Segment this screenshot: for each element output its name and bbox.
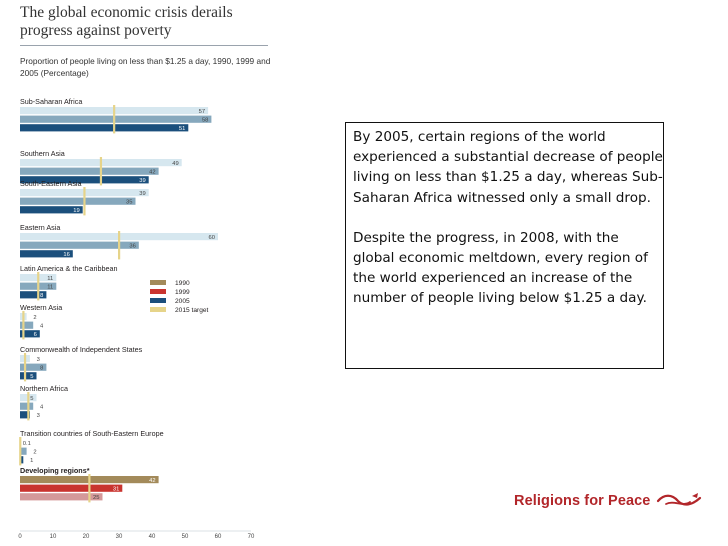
legend-swatch bbox=[150, 289, 166, 294]
bar-2005 bbox=[20, 456, 24, 464]
target-marker bbox=[37, 272, 40, 301]
x-tick-label: 30 bbox=[116, 534, 123, 540]
bar-2005 bbox=[20, 493, 103, 501]
data-label: 57 bbox=[199, 109, 205, 115]
data-label: 39 bbox=[139, 191, 145, 197]
data-label: 2 bbox=[33, 450, 36, 456]
bar-2005 bbox=[20, 372, 37, 380]
region-label: Developing regions* bbox=[20, 466, 90, 475]
data-label: 19 bbox=[73, 208, 79, 214]
data-label: 3 bbox=[37, 357, 40, 363]
target-marker bbox=[27, 392, 30, 421]
legend-swatch bbox=[150, 298, 166, 303]
data-label: 5 bbox=[30, 396, 33, 402]
data-label: 31 bbox=[113, 487, 119, 493]
x-tick-label: 60 bbox=[215, 534, 222, 540]
summary-paragraph-1: By 2005, certain regions of the world ex… bbox=[353, 129, 663, 206]
brand-logo: Religions for Peace bbox=[514, 491, 702, 511]
data-label: 0.1 bbox=[23, 441, 31, 447]
x-tick-label: 40 bbox=[149, 534, 156, 540]
bar-1999 bbox=[20, 197, 136, 205]
data-label: 42 bbox=[149, 478, 155, 484]
bar-2005 bbox=[20, 330, 40, 338]
bar-1999 bbox=[20, 447, 27, 455]
legend-label: 1990 bbox=[175, 280, 190, 287]
chart-title: Proportion of people living on less than… bbox=[20, 56, 271, 78]
data-label: 4 bbox=[40, 324, 44, 330]
data-label: 25 bbox=[93, 495, 99, 501]
legend-label: 1999 bbox=[175, 289, 190, 296]
region-label: Transition countries of South-Eastern Eu… bbox=[20, 429, 164, 438]
page-title: The global economic crisis derails progr… bbox=[20, 4, 233, 39]
data-label: 4 bbox=[40, 405, 44, 411]
data-label: 11 bbox=[47, 285, 53, 291]
bar-2005 bbox=[20, 124, 189, 132]
bar-1999 bbox=[20, 321, 34, 329]
data-label: 36 bbox=[129, 244, 135, 250]
summary-textbox: By 2005, certain regions of the world ex… bbox=[345, 122, 664, 369]
data-label: 3 bbox=[37, 413, 40, 419]
legend-swatch bbox=[150, 307, 166, 312]
target-marker bbox=[88, 474, 91, 503]
data-label: 58 bbox=[202, 118, 208, 124]
bar-1999 bbox=[20, 115, 212, 123]
brand-name: Religions for Peace bbox=[514, 493, 651, 509]
target-marker bbox=[83, 187, 86, 216]
region-label: Western Asia bbox=[20, 303, 62, 312]
data-label: 16 bbox=[63, 252, 69, 258]
data-label: 11 bbox=[47, 276, 53, 282]
bar-1999 bbox=[20, 484, 123, 492]
bar-1999 bbox=[20, 402, 34, 410]
data-label: 51 bbox=[179, 126, 185, 132]
region-label: Commonwealth of Independent States bbox=[20, 345, 143, 354]
x-tick-label: 10 bbox=[50, 534, 57, 540]
dove-icon bbox=[657, 493, 702, 506]
data-label: 60 bbox=[209, 235, 215, 241]
target-marker bbox=[99, 157, 103, 186]
bar-1999 bbox=[20, 167, 159, 175]
x-tick-label: 70 bbox=[248, 534, 255, 540]
bar-2005 bbox=[20, 291, 47, 299]
data-label: 35 bbox=[126, 200, 132, 206]
data-label: 1 bbox=[30, 458, 33, 464]
bar-2005 bbox=[20, 206, 83, 214]
target-marker bbox=[23, 353, 27, 382]
target-marker bbox=[19, 437, 22, 466]
title-divider bbox=[20, 45, 268, 46]
data-label: 49 bbox=[172, 161, 178, 167]
data-label: 8 bbox=[40, 366, 43, 372]
data-label: 39 bbox=[139, 178, 145, 184]
x-tick-label: 20 bbox=[83, 534, 90, 540]
legend-label: 2015 target bbox=[175, 307, 209, 314]
target-marker bbox=[113, 105, 116, 134]
region-label: Northern Africa bbox=[20, 384, 68, 393]
region-label: Sub-Saharan Africa bbox=[20, 97, 82, 106]
region-label: Eastern Asia bbox=[20, 223, 60, 232]
region-label: South-Eastern Asia bbox=[20, 179, 82, 188]
bar-2005 bbox=[20, 411, 30, 419]
data-label: 6 bbox=[34, 332, 37, 338]
data-label: 5 bbox=[30, 374, 33, 380]
legend-label: 2005 bbox=[175, 298, 190, 305]
data-label: 2 bbox=[33, 315, 36, 321]
data-label: 8 bbox=[40, 293, 43, 299]
data-label: 42 bbox=[149, 170, 155, 176]
bar-2005 bbox=[20, 250, 73, 258]
region-label: Southern Asia bbox=[20, 149, 65, 158]
legend-swatch bbox=[150, 280, 166, 285]
region-label: Latin America & the Caribbean bbox=[20, 264, 118, 273]
summary-paragraph-2: Despite the progress, in 2008, with the … bbox=[353, 229, 648, 307]
target-marker bbox=[22, 311, 25, 340]
bar-1999 bbox=[20, 241, 139, 249]
x-tick-label: 0 bbox=[18, 534, 22, 540]
bar-1999 bbox=[20, 363, 47, 371]
x-tick-label: 50 bbox=[182, 534, 189, 540]
bar-2005 bbox=[20, 176, 149, 184]
target-marker bbox=[118, 231, 121, 260]
